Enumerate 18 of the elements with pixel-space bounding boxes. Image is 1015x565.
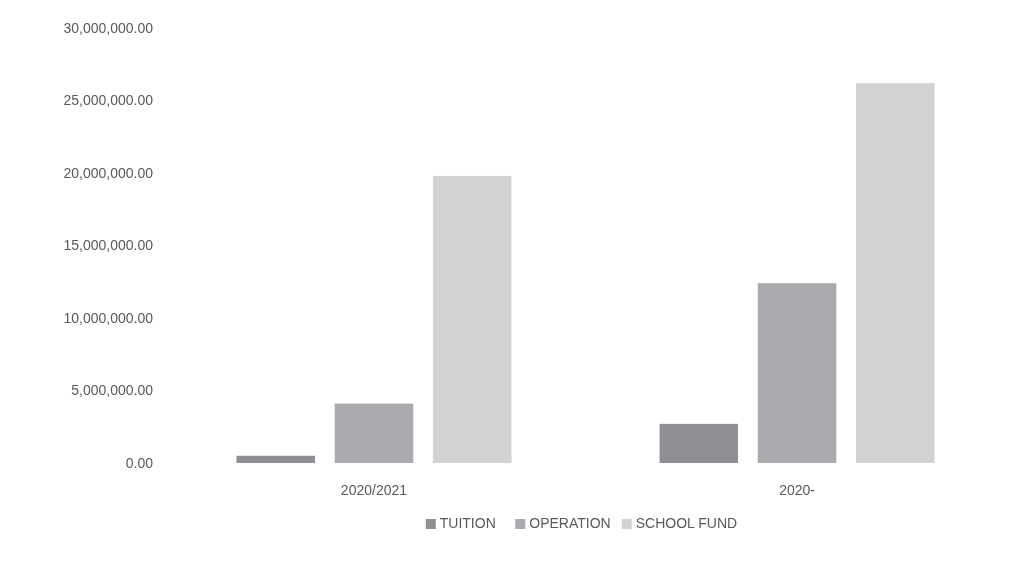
x-tick-label: 2020/2021	[340, 482, 408, 498]
y-tick-label: 30,000,000.00	[63, 19, 154, 36]
bar	[236, 455, 316, 463]
y-tick-label: 25,000,000.00	[63, 92, 154, 109]
bar	[855, 83, 935, 463]
bar	[757, 283, 837, 463]
legend-label: TUITION	[439, 515, 496, 531]
y-tick-label: 0.00	[125, 454, 154, 471]
legend-label: SCHOOL FUND	[635, 515, 738, 531]
y-tick-label: 20,000,000.00	[63, 164, 154, 181]
y-tick-label: 5,000,000.00	[71, 382, 154, 399]
bar	[659, 423, 739, 463]
bar	[334, 403, 414, 463]
bar	[432, 175, 512, 463]
legend-label: OPERATION	[529, 515, 611, 531]
y-tick-label: 10,000,000.00	[63, 309, 154, 326]
y-tick-label: 15,000,000.00	[63, 237, 154, 254]
x-tick-label: 2020-	[779, 482, 816, 498]
